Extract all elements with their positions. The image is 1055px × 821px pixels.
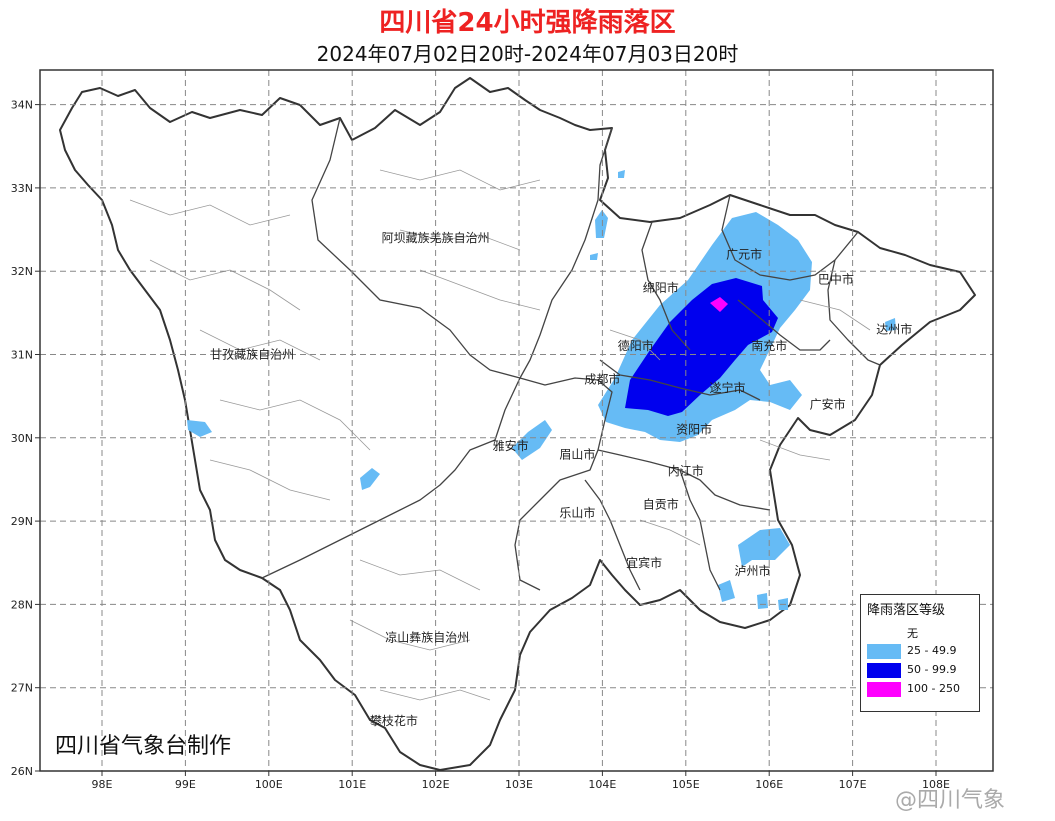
lat-tick-label: 28N (11, 598, 33, 611)
legend-label: 25 - 49.9 (907, 644, 957, 657)
place-label: 攀枝花市 (370, 713, 418, 728)
place-label: 绵阳市 (643, 280, 679, 295)
rain-area-50-99.9 (625, 278, 778, 416)
lon-tick-label: 101E (338, 778, 366, 791)
county-boundaries (129, 169, 871, 701)
place-label: 甘孜藏族自治州 (210, 348, 294, 362)
lat-lon-grid (40, 70, 993, 771)
map-subtitle: 2024年07月02日20时-2024年07月03日20时 (316, 42, 739, 66)
lon-tick-label: 106E (755, 778, 783, 791)
place-label: 自贡市 (643, 496, 679, 511)
place-label: 成都市 (584, 371, 620, 386)
place-label: 泸州市 (735, 563, 771, 578)
lon-tick-label: 107E (839, 778, 867, 791)
lon-tick-label: 103E (505, 778, 533, 791)
lat-tick-label: 34N (11, 99, 33, 112)
place-label: 眉山市 (559, 446, 595, 461)
place-label: 德阳市 (618, 338, 654, 353)
place-label: 遂宁市 (709, 380, 745, 395)
place-label: 内江市 (668, 463, 704, 478)
legend-label: 无 (907, 627, 918, 640)
legend-swatch (867, 663, 901, 678)
place-label: 巴中市 (818, 272, 854, 287)
rainfall-legend: 降雨落区等级 无 25 - 49.9 50 - 99.9 100 - 250 (860, 594, 980, 712)
lon-tick-label: 105E (672, 778, 700, 791)
legend-swatch (867, 644, 901, 659)
axis-tick-labels: 34N 33N 32N 31N 30N 29N 28N 27N 26N 98E 99E 100E 101… (11, 99, 950, 791)
rain-area-100-250 (710, 297, 728, 312)
lat-tick-label: 27N (11, 682, 33, 695)
map-frame (39, 69, 994, 772)
lon-tick-label: 104E (588, 778, 616, 791)
map-title: 四川省24小时强降雨落区 (379, 8, 676, 38)
place-label: 雅安市 (493, 438, 529, 453)
lon-tick-label: 108E (922, 778, 950, 791)
lon-tick-label: 100E (255, 778, 283, 791)
legend-title: 降雨落区等级 (867, 603, 946, 618)
legend-swatch (867, 682, 901, 697)
place-label: 乐山市 (559, 505, 595, 520)
place-label: 阿坝藏族羌族自治州 (382, 231, 490, 245)
lat-tick-label: 32N (11, 265, 33, 278)
lat-tick-label: 31N (11, 349, 33, 362)
place-label: 宜宾市 (626, 555, 662, 570)
lon-tick-label: 98E (92, 778, 113, 791)
lat-tick-label: 26N (11, 765, 33, 778)
legend-label: 50 - 99.9 (907, 663, 957, 676)
lat-tick-label: 33N (11, 182, 33, 195)
producer-credit: 四川省气象台制作 (55, 734, 232, 759)
legend-swatch (867, 625, 901, 640)
place-label: 广元市 (726, 247, 762, 262)
lon-tick-label: 102E (422, 778, 450, 791)
legend-label: 100 - 250 (907, 682, 960, 695)
place-label: 凉山彝族自治州 (385, 630, 469, 645)
lat-tick-label: 29N (11, 515, 33, 528)
place-label: 广安市 (810, 396, 846, 411)
source-watermark: @四川气象 (895, 788, 1006, 813)
place-label: 资阳市 (676, 421, 712, 436)
lat-tick-label: 30N (11, 432, 33, 445)
place-label: 南充市 (751, 338, 787, 353)
prefecture-boundaries (261, 117, 881, 591)
lon-tick-label: 99E (175, 778, 196, 791)
place-label: 达州市 (876, 322, 912, 337)
